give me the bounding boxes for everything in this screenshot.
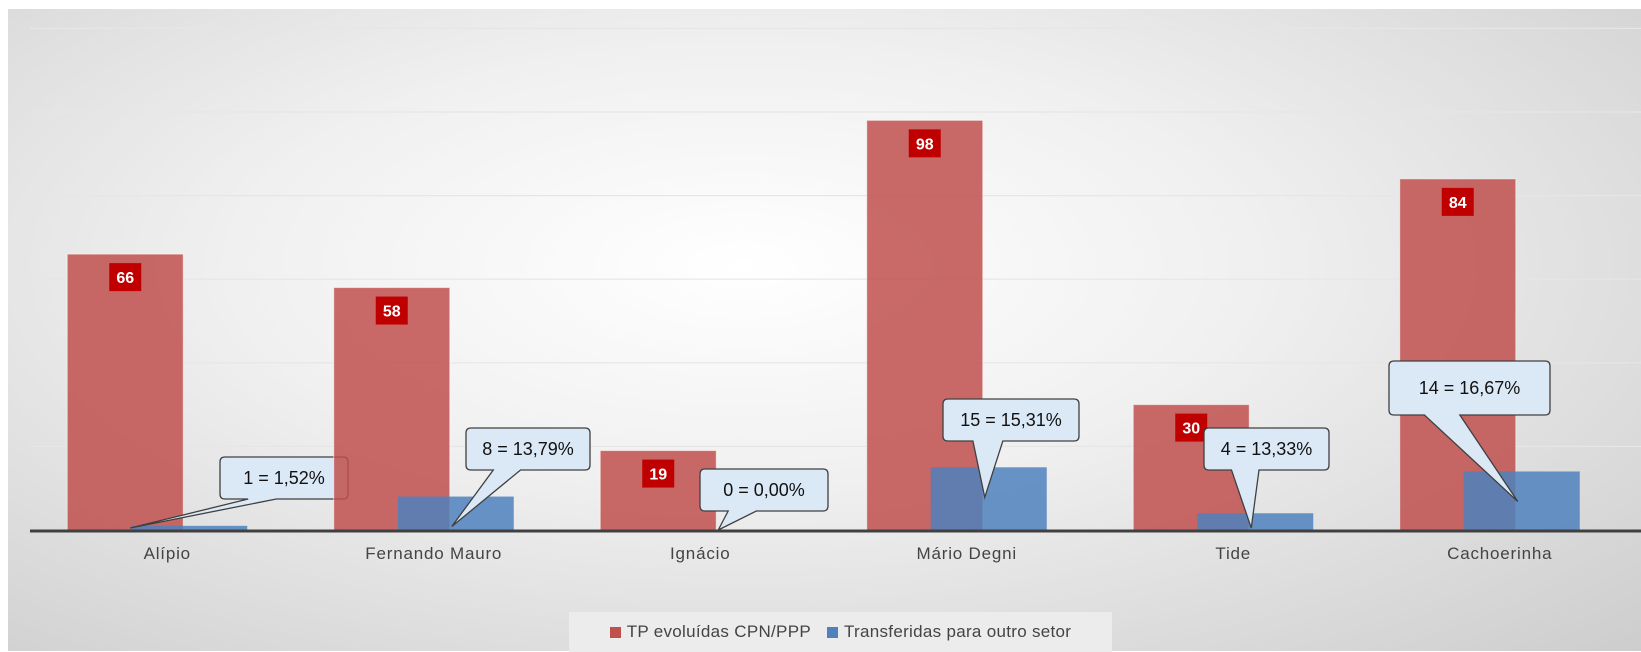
data-label-series-1-3: 19: [649, 467, 667, 484]
callout-6: [1388, 360, 1551, 502]
callout-4: [942, 398, 1080, 500]
legend-swatch-series-1: [609, 626, 621, 638]
x-tick-label-1: Alípio: [144, 544, 191, 563]
data-label-badge-5: [1175, 413, 1208, 442]
x-tick-label-4: Mário Degni: [917, 544, 1017, 563]
x-tick-label-6: Cachoerinha: [1447, 544, 1552, 563]
data-label-series-2-5: 4 = 13,33%: [1221, 439, 1313, 459]
data-label-series-2-1: 1 = 1,52%: [243, 468, 325, 488]
bar-1-series-2: [131, 525, 248, 530]
chart-legend: TP evoluídas CPN/PPP Transferidas para o…: [569, 612, 1112, 652]
legend-item-series-1: TP evoluídas CPN/PPP: [609, 622, 811, 642]
data-label-series-2-4: 15 = 15,31%: [960, 410, 1062, 430]
callout-3: [699, 468, 829, 532]
data-label-badge-2: [375, 296, 408, 325]
data-label-series-1-4: 98: [916, 136, 934, 153]
data-label-badge-4: [908, 129, 941, 158]
data-label-series-2-2: 8 = 13,79%: [482, 439, 574, 459]
data-label-series-1-6: 84: [1449, 195, 1467, 212]
data-label-badge-1: [109, 263, 142, 292]
legend-label-series-2: Transferidas para outro setor: [843, 622, 1072, 641]
x-tick-label-3: Ignácio: [670, 544, 730, 563]
legend-label-series-1: TP evoluídas CPN/PPP: [626, 622, 811, 641]
bar-2-series-1: [333, 287, 451, 531]
data-label-series-2-3: 0 = 0,00%: [723, 480, 805, 500]
chart-area: 66 1 = 1,52% Alípio 58 8 = 13,79% Fernando Ma…: [8, 9, 1641, 652]
data-label-series-2-6: 14 = 16,67%: [1419, 378, 1521, 398]
callout-2: [451, 427, 591, 528]
data-label-series-1-5: 30: [1182, 421, 1200, 438]
data-label-series-1-1: 66: [116, 270, 134, 287]
x-tick-label-5: Tide: [1215, 544, 1251, 563]
data-label-series-1-2: 58: [383, 304, 401, 321]
data-label-badge-6: [1441, 187, 1474, 216]
x-tick-label-2: Fernando Mauro: [365, 544, 502, 563]
legend-swatch-series-2: [826, 626, 838, 638]
bar-chart: 66 1 = 1,52% Alípio 58 8 = 13,79% Fernando Ma…: [30, 27, 1641, 563]
callout-5: [1203, 427, 1330, 529]
legend-item-series-2: Transferidas para outro setor: [826, 622, 1072, 642]
bar-1-series-1: [66, 253, 184, 531]
bar-4-series-1: [866, 119, 984, 531]
data-label-badge-3: [642, 459, 675, 488]
bar-2-series-2: [397, 496, 514, 530]
bar-6-series-2: [1463, 471, 1580, 530]
bar-5-series-2: [1197, 513, 1314, 530]
